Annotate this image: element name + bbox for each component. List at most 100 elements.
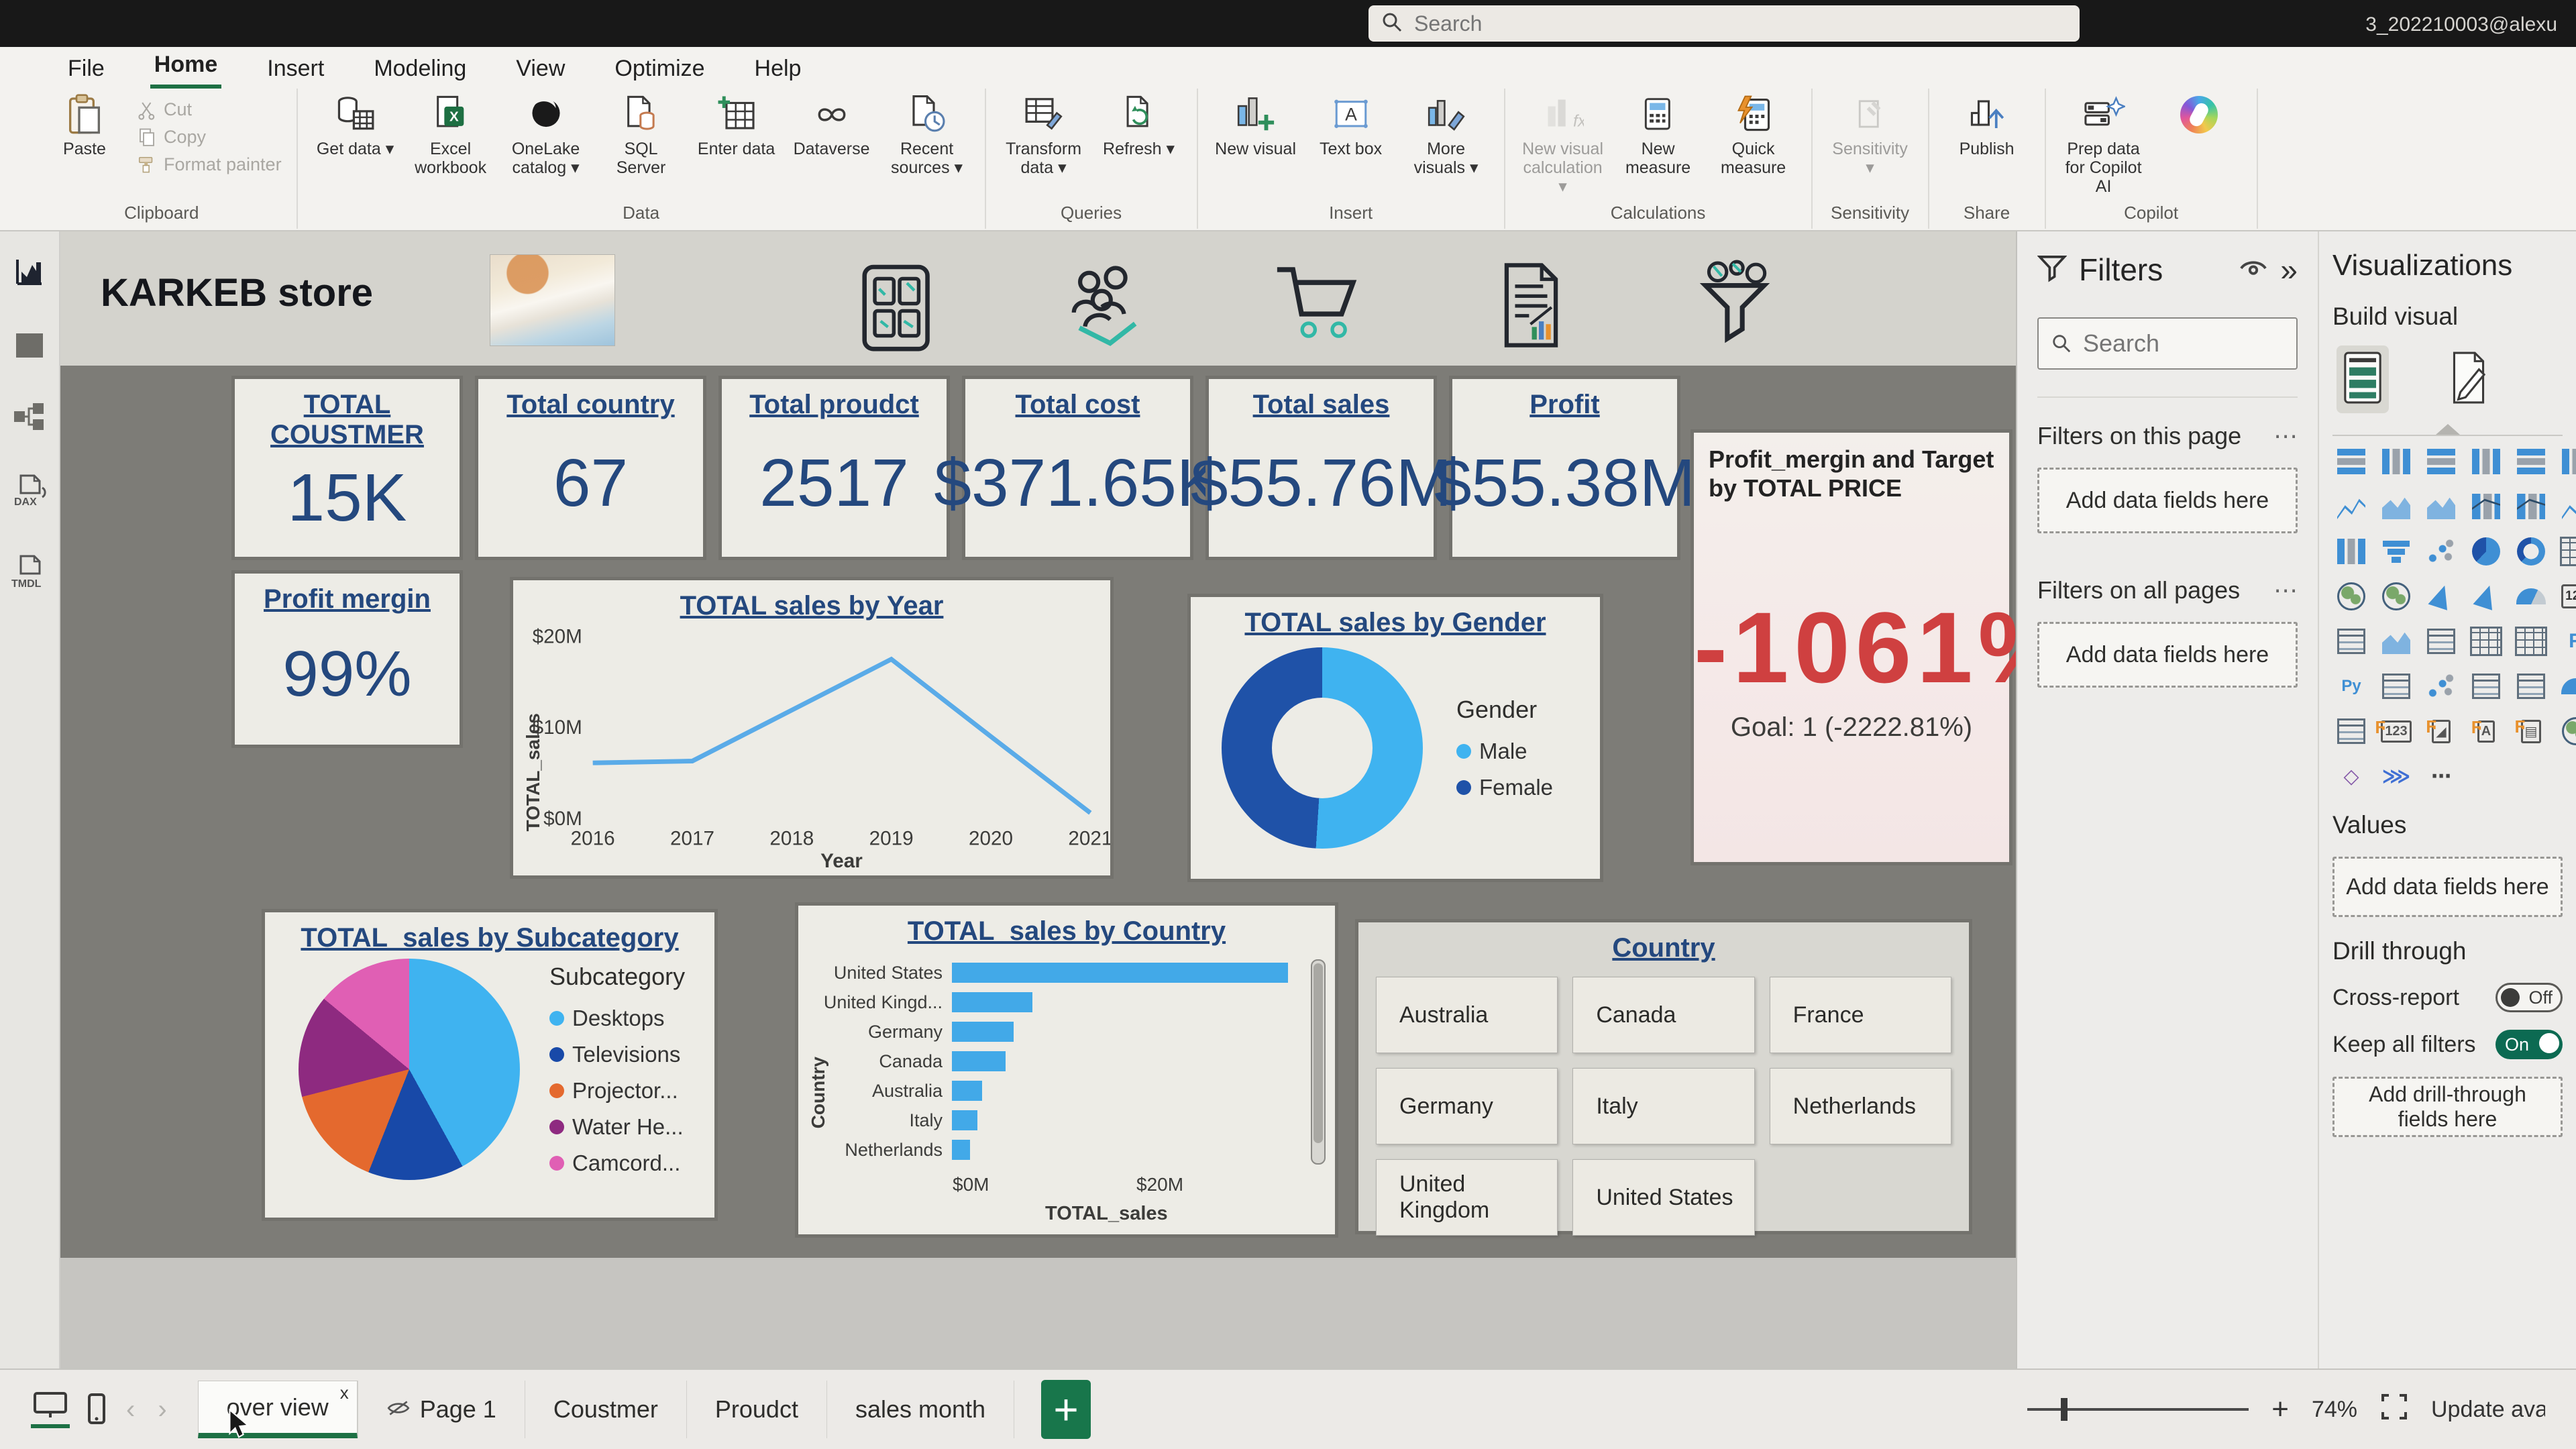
- zoom-slider[interactable]: [2027, 1398, 2249, 1421]
- pie-chart[interactable]: [299, 959, 520, 1180]
- more-visuals-ellipsis-icon[interactable]: ⋯: [2431, 765, 2451, 788]
- stacked-bar-chart-icon[interactable]: [2332, 443, 2370, 480]
- kpi-card-profit[interactable]: Profit $55.38M: [1434, 376, 1695, 560]
- eye-icon[interactable]: [2239, 256, 2268, 284]
- page-tab-over-view[interactable]: over view x: [197, 1381, 358, 1438]
- clustered-bar-chart-icon[interactable]: [2422, 443, 2460, 480]
- bar[interactable]: [952, 1051, 1006, 1071]
- build-visual-icon[interactable]: [2337, 345, 2389, 413]
- sql-button[interactable]: SQL Server: [598, 93, 684, 177]
- model-view-icon[interactable]: [11, 402, 48, 431]
- visual-calc-button[interactable]: fxNew visual calculation ▾: [1520, 93, 1606, 196]
- filters-dropzone[interactable]: Add data fields here: [2037, 622, 2298, 688]
- table-icon[interactable]: [2467, 623, 2505, 660]
- copilot-logo-button[interactable]: [2156, 93, 2242, 137]
- smart-narrative-icon[interactable]: [2512, 667, 2550, 705]
- format-visual-icon[interactable]: [2443, 345, 2495, 413]
- shape-map-icon[interactable]: [2422, 578, 2460, 615]
- bar[interactable]: [952, 1022, 1014, 1042]
- sensitivity-button[interactable]: Sensitivity ▾: [1827, 93, 1913, 177]
- card-icon[interactable]: 123: [2557, 578, 2576, 615]
- filters-search[interactable]: [2037, 317, 2298, 370]
- metrics-icon[interactable]: [2557, 667, 2576, 705]
- bar-chart-visual[interactable]: TOTAL_sales by Country Country United St…: [795, 902, 1338, 1238]
- zoom-level[interactable]: 74%: [2311, 1396, 2357, 1422]
- collapse-pane-icon[interactable]: »: [2280, 252, 2298, 287]
- ribbon-tab-modeling[interactable]: Modeling: [374, 56, 467, 81]
- page-tab-proudct[interactable]: Proudct: [686, 1381, 826, 1438]
- ribbon-tab-help[interactable]: Help: [754, 56, 802, 81]
- values-dropzone[interactable]: Add data fields here: [2332, 857, 2563, 917]
- qa-visual-icon[interactable]: [2467, 667, 2505, 705]
- line-and-clustered-column-chart-icon[interactable]: [2512, 488, 2550, 525]
- text-box-button[interactable]: A Text box: [1308, 93, 1394, 158]
- publish-button[interactable]: Publish: [1944, 93, 2030, 158]
- slicer-button-france[interactable]: France: [1769, 977, 1951, 1053]
- target-kpi-visual[interactable]: Profit_mergin and Target by TOTAL PRICE …: [1690, 429, 2086, 865]
- filters-search-input[interactable]: [2082, 329, 2281, 358]
- treemap-icon[interactable]: [2557, 533, 2576, 570]
- funnel-chart-icon[interactable]: [2377, 533, 2415, 570]
- gauge-icon[interactable]: [2512, 578, 2550, 615]
- dax-query-view-icon[interactable]: DAX: [11, 474, 48, 512]
- more-visuals-button[interactable]: More visuals ▾: [1403, 93, 1489, 177]
- update-available[interactable]: Update ava: [2431, 1396, 2545, 1422]
- lightning-doc-icon[interactable]: ▤ Ϝ: [2512, 712, 2550, 750]
- next-page-arrow[interactable]: ›: [158, 1394, 167, 1424]
- new-page-button[interactable]: +: [1041, 1380, 1091, 1439]
- cross-report-toggle[interactable]: Off: [2496, 983, 2563, 1012]
- table-view-icon[interactable]: [11, 332, 48, 359]
- filled-map-icon[interactable]: [2377, 578, 2415, 615]
- page-tab-sales-month[interactable]: sales month: [826, 1381, 1015, 1438]
- key-influencers-icon[interactable]: [2377, 667, 2415, 705]
- transform-button[interactable]: Transform data ▾: [1001, 93, 1087, 177]
- refresh-button[interactable]: Refresh ▾: [1096, 93, 1182, 158]
- copy-button[interactable]: Copy: [137, 127, 282, 148]
- pie-chart-icon[interactable]: [2467, 533, 2505, 570]
- slicer-button-germany[interactable]: Germany: [1376, 1068, 1558, 1144]
- format-painter-button[interactable]: Format painter: [137, 154, 282, 175]
- decomposition-tree-icon[interactable]: [2422, 667, 2460, 705]
- fit-to-page-icon[interactable]: [2380, 1393, 2408, 1427]
- slicer-button-italy[interactable]: Italy: [1572, 1068, 1755, 1144]
- quick-measure-button[interactable]: Quick measure: [1711, 93, 1796, 177]
- power-apps-icon[interactable]: ◇: [2343, 765, 2359, 788]
- line-and-stacked-column-chart-icon[interactable]: [2467, 488, 2505, 525]
- prev-page-arrow[interactable]: ‹: [126, 1394, 136, 1424]
- donut-chart-icon[interactable]: [2512, 533, 2550, 570]
- filters-dropzone[interactable]: Add data fields here: [2037, 468, 2298, 533]
- bar[interactable]: [952, 1140, 970, 1160]
- multi-row-card-icon[interactable]: [2332, 623, 2370, 660]
- kpi-icon[interactable]: [2377, 623, 2415, 660]
- dataverse-button[interactable]: Dataverse: [789, 93, 875, 158]
- slicer-button-canada[interactable]: Canada: [1572, 977, 1755, 1053]
- ribbon-tab-optimize[interactable]: Optimize: [614, 56, 705, 81]
- stacked-column-chart-icon[interactable]: [2377, 443, 2415, 480]
- new-visual-button[interactable]: New visual: [1213, 93, 1299, 158]
- r-script-visual-icon[interactable]: R: [2569, 630, 2576, 652]
- ribbon-tab-home[interactable]: Home: [150, 46, 222, 89]
- slicer-button-netherlands[interactable]: Netherlands: [1769, 1068, 1951, 1144]
- line-chart-icon[interactable]: [2332, 488, 2370, 525]
- slicer-button-united-states[interactable]: United States: [1572, 1159, 1755, 1236]
- waterfall-chart-icon[interactable]: [2332, 533, 2370, 570]
- ribbon-tab-file[interactable]: File: [68, 56, 105, 81]
- drill-through-dropzone[interactable]: Add drill-through fields here: [2332, 1077, 2563, 1137]
- bar[interactable]: [952, 1110, 978, 1130]
- slicer-button-australia[interactable]: Australia: [1376, 977, 1558, 1053]
- donut-chart[interactable]: [1222, 647, 1423, 849]
- account-name[interactable]: 3_202210003@alexu: [2365, 13, 2557, 36]
- slicer-button-united-kingdom[interactable]: United Kingdom: [1376, 1159, 1558, 1236]
- slicer-icon[interactable]: [2422, 623, 2460, 660]
- azure-map-icon[interactable]: [2467, 578, 2505, 615]
- bar[interactable]: [952, 1081, 983, 1101]
- page-tab-coustmer[interactable]: Coustmer: [524, 1381, 686, 1438]
- calc-123-icon[interactable]: 123 Ϝ: [2375, 712, 2415, 750]
- recent-button[interactable]: Recent sources ▾: [884, 93, 970, 177]
- stacked-area-chart-icon[interactable]: [2422, 488, 2460, 525]
- global-search[interactable]: [1368, 5, 2080, 42]
- close-page-icon[interactable]: x: [339, 1383, 349, 1403]
- ribbon-tab-insert[interactable]: Insert: [267, 56, 325, 81]
- lightning-filter-icon[interactable]: ◢ Ϝ: [2422, 712, 2460, 750]
